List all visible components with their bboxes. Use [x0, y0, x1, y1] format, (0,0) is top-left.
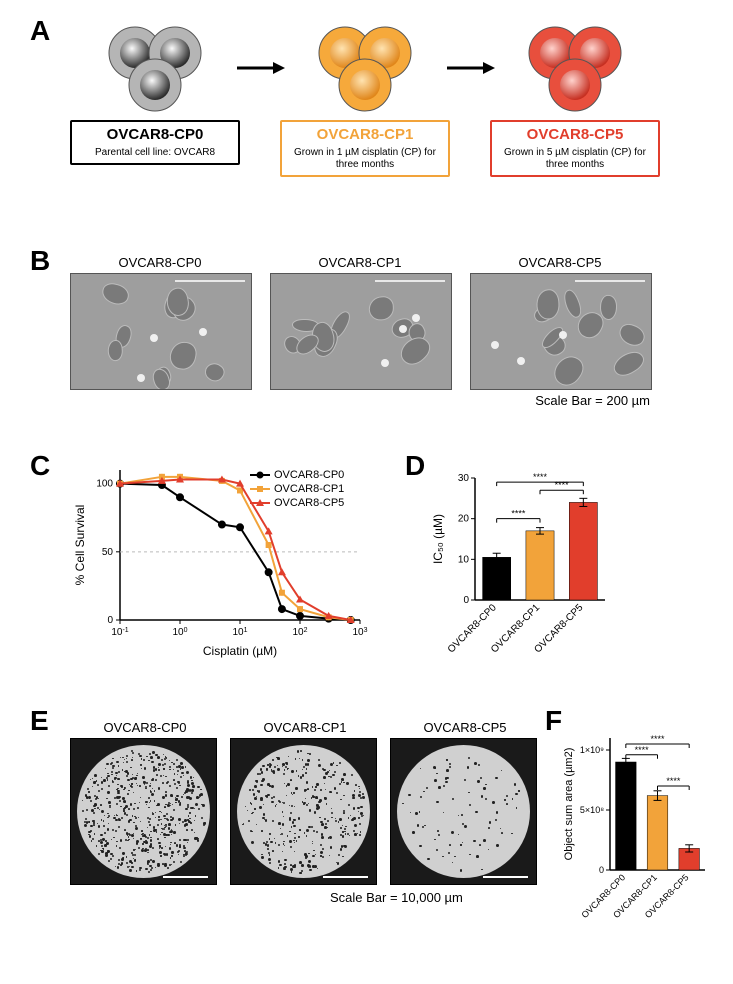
- svg-text:100: 100: [172, 627, 187, 639]
- panel-c: 0 50 100 10-1 100 101 102 103 % Cell Survival Cis…: [70, 460, 370, 660]
- svg-text:% Cell Survival: % Cell Survival: [73, 505, 87, 586]
- svg-text:20: 20: [458, 514, 470, 525]
- micrograph-image: [270, 273, 452, 390]
- well-image: [230, 738, 377, 885]
- svg-text:0: 0: [107, 615, 113, 626]
- svg-text:10: 10: [458, 554, 470, 565]
- svg-text:30: 30: [458, 473, 470, 484]
- panel-a-box-title: OVCAR8-CP1: [288, 126, 442, 143]
- panel-a-box-0: OVCAR8-CP0 Parental cell line: OVCAR8: [70, 120, 240, 165]
- svg-text:****: ****: [533, 472, 548, 482]
- panel-label-d: D: [405, 450, 425, 482]
- panel-d: 0102030OVCAR8-CP0OVCAR8-CP1OVCAR8-CP5***…: [430, 460, 690, 660]
- micrograph-label: OVCAR8-CP1: [300, 255, 420, 270]
- panel-b: OVCAR8-CP0 OVCAR8-CP1 OVCAR8-CP5 Scale Bar …: [70, 255, 690, 415]
- svg-text:101: 101: [232, 627, 247, 639]
- svg-text:5×10⁸: 5×10⁸: [580, 805, 604, 815]
- micrograph-image: [70, 273, 252, 390]
- panel-a-box-2: OVCAR8-CP5 Grown in 5 µM cisplatin (CP) f…: [490, 120, 660, 177]
- panel-label-e: E: [30, 705, 49, 737]
- panel-a-box-subtitle: Grown in 5 µM cisplatin (CP) for three m…: [498, 147, 652, 171]
- arrow-icon: [445, 58, 495, 78]
- panel-label-a: A: [30, 15, 50, 47]
- svg-text:OVCAR8-CP5: OVCAR8-CP5: [274, 497, 344, 509]
- panel-a-box-title: OVCAR8-CP0: [78, 126, 232, 143]
- svg-text:Cisplatin (µM): Cisplatin (µM): [203, 644, 277, 658]
- svg-text:Object sum area (µm2): Object sum area (µm2): [563, 748, 575, 861]
- figure-root: A OVCAR8-CP0Parental cell line: OVCAR8OV…: [0, 0, 733, 984]
- well-label: OVCAR8-CP5: [400, 720, 530, 735]
- panel-label-b: B: [30, 245, 50, 277]
- panel-a-box-subtitle: Grown in 1 µM cisplatin (CP) for three m…: [288, 147, 442, 171]
- svg-text:102: 102: [292, 627, 307, 639]
- svg-text:100: 100: [96, 479, 113, 490]
- scalebar-text: Scale Bar = 200 µm: [535, 393, 650, 408]
- scalebar-text: Scale Bar = 10,000 µm: [330, 890, 550, 905]
- panel-a-box-title: OVCAR8-CP5: [498, 126, 652, 143]
- svg-text:****: ****: [511, 509, 526, 519]
- arrow-icon: [235, 58, 285, 78]
- svg-text:OVCAR8-CP1: OVCAR8-CP1: [274, 483, 344, 495]
- panel-a-box-subtitle: Parental cell line: OVCAR8: [78, 147, 232, 159]
- panel-a-box-1: OVCAR8-CP1 Grown in 1 µM cisplatin (CP) f…: [280, 120, 450, 177]
- svg-text:OVCAR8-CP0: OVCAR8-CP0: [274, 469, 344, 481]
- svg-text:50: 50: [102, 547, 114, 558]
- micrograph-label: OVCAR8-CP0: [100, 255, 220, 270]
- svg-text:****: ****: [635, 745, 650, 755]
- well-label: OVCAR8-CP0: [80, 720, 210, 735]
- well-image: [390, 738, 537, 885]
- svg-text:0: 0: [599, 865, 604, 875]
- panel-a: OVCAR8-CP0Parental cell line: OVCAR8OVCA…: [70, 20, 690, 200]
- svg-text:****: ****: [666, 776, 681, 786]
- svg-text:IC₅₀ (µM): IC₅₀ (µM): [431, 514, 445, 564]
- svg-text:****: ****: [650, 734, 665, 744]
- micrograph-image: [470, 273, 652, 390]
- panel-f: 05×10⁸1×10⁹OVCAR8-CP0OVCAR8-CP1OVCAR8-CP…: [560, 720, 730, 940]
- svg-text:10-1: 10-1: [111, 627, 128, 639]
- well-image: [70, 738, 217, 885]
- micrograph-label: OVCAR8-CP5: [500, 255, 620, 270]
- well-label: OVCAR8-CP1: [240, 720, 370, 735]
- panel-e: OVCAR8-CP0 OVCAR8-CP1 OVCAR8-CP5 Scale Bar …: [70, 720, 550, 920]
- panel-label-c: C: [30, 450, 50, 482]
- svg-text:0: 0: [463, 595, 469, 606]
- svg-text:103: 103: [352, 627, 367, 639]
- svg-text:1×10⁹: 1×10⁹: [580, 745, 604, 755]
